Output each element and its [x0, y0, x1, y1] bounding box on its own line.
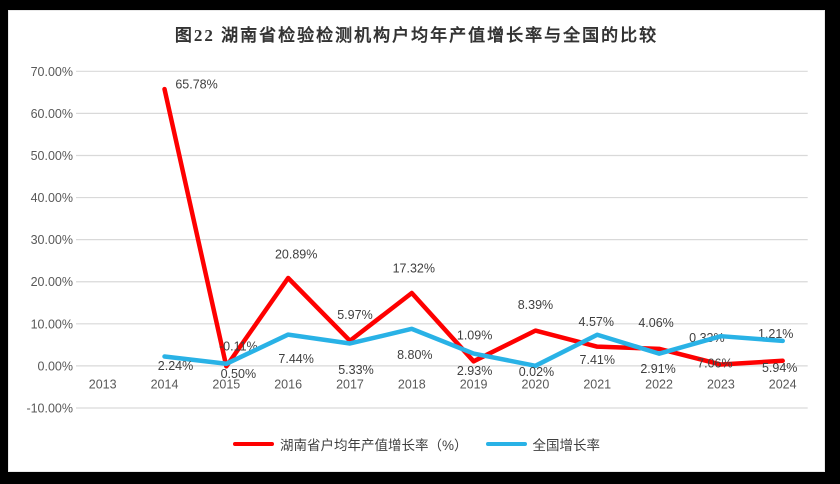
- chart-title: 图22 湖南省检验检测机构户均年产值增长率与全国的比较: [174, 26, 659, 45]
- legend-item-hunan: 湖南省户均年产值增长率（%）: [232, 434, 468, 454]
- national-series-line-swatch: [485, 441, 527, 447]
- y-tick-label: 20.00%: [31, 275, 73, 289]
- data-label: 2.93%: [457, 364, 492, 378]
- data-label: 0.50%: [221, 367, 256, 381]
- y-tick-label: 50.00%: [31, 149, 73, 163]
- y-tick-label: 70.00%: [31, 65, 73, 79]
- x-axis-labels: 2013 2014 2015 2016 2017 2018 2019 2020 2021 2022…: [89, 378, 797, 392]
- data-label: 7.06%: [697, 356, 732, 370]
- legend-item-national: 全国增长率: [485, 434, 601, 454]
- data-label: 4.57%: [579, 315, 614, 329]
- x-tick-label: 2018: [398, 378, 426, 392]
- data-label: 5.94%: [762, 361, 797, 375]
- y-tick-label: 30.00%: [31, 233, 73, 247]
- national-series-legend-label: 全国增长率: [532, 438, 601, 453]
- data-label: 2.24%: [158, 359, 193, 373]
- y-tick-label: 0.00%: [38, 359, 73, 373]
- national-series-data-labels: 2.24% 0.50% 7.44% 5.33% 8.80% 2.93% 0.02% 7.41%…: [158, 348, 798, 381]
- chart-panel: 图22 湖南省检验检测机构户均年产值增长率与全国的比较 70.00% 60.00%…: [8, 10, 825, 472]
- hunan-series: 65.78% -0.11% 20.89% 5.97% 17.32% 1.09% 8.39% 4…: [162, 77, 793, 369]
- y-axis-labels: 70.00% 60.00% 50.00% 40.00% 30.00% 20.00% 10.0…: [26, 65, 73, 416]
- data-label: 8.80%: [397, 348, 432, 362]
- line-chart: 70.00% 60.00% 50.00% 40.00% 30.00% 20.00% 10.0…: [26, 65, 808, 416]
- data-label: -0.11%: [219, 340, 258, 354]
- hunan-series-legend-label: 湖南省户均年产值增长率（%）: [279, 438, 468, 453]
- data-label: 2.91%: [640, 362, 675, 376]
- x-tick-label: 2024: [769, 378, 797, 392]
- data-label: 8.39%: [518, 298, 553, 312]
- y-tick-label: 60.00%: [31, 107, 73, 121]
- x-tick-label: 2023: [707, 378, 735, 392]
- x-tick-label: 2017: [336, 378, 364, 392]
- data-label: 65.78%: [175, 77, 217, 91]
- y-tick-label: 40.00%: [31, 191, 73, 205]
- x-tick-label: 2021: [583, 378, 611, 392]
- national-series-line: [162, 326, 785, 369]
- data-label: 1.09%: [457, 329, 492, 343]
- gridlines: [76, 70, 808, 409]
- hunan-series-line: [162, 86, 785, 369]
- data-label: 4.06%: [638, 316, 673, 330]
- data-label: 20.89%: [275, 247, 317, 261]
- data-label: 5.33%: [338, 363, 373, 377]
- y-tick-label: -10.00%: [26, 401, 73, 415]
- data-label: 17.32%: [393, 261, 435, 275]
- x-tick-label: 2013: [89, 378, 117, 392]
- data-label: 7.41%: [580, 353, 615, 367]
- x-tick-label: 2019: [460, 378, 488, 392]
- y-tick-label: 10.00%: [31, 317, 73, 331]
- data-label: 5.97%: [337, 308, 372, 322]
- x-tick-label: 2014: [151, 378, 179, 392]
- x-tick-label: 2015: [212, 378, 240, 392]
- hunan-series-data-labels: 65.78% -0.11% 20.89% 5.97% 17.32% 1.09% 8.39% 4…: [175, 77, 793, 353]
- data-label: 7.44%: [278, 352, 313, 366]
- national-series: 2.24% 0.50% 7.44% 5.33% 8.80% 2.93% 0.02% 7.41%…: [158, 326, 798, 381]
- chart-legend: 湖南省户均年产值增长率（%） 全国增长率: [9, 434, 824, 454]
- x-tick-label: 2020: [522, 378, 550, 392]
- data-label: 0.02%: [519, 365, 554, 379]
- x-tick-label: 2016: [274, 378, 302, 392]
- x-tick-label: 2022: [645, 378, 673, 392]
- hunan-series-line-swatch: [232, 441, 274, 447]
